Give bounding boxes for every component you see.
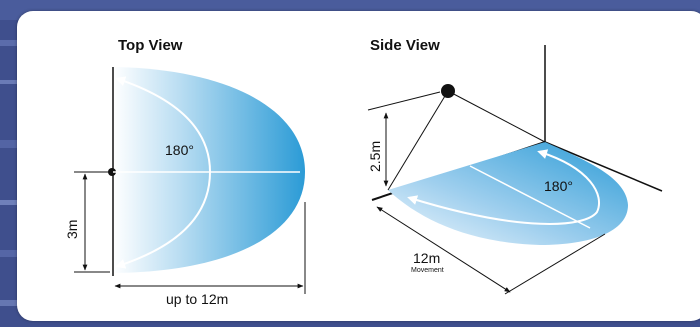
top-view-title: Top View bbox=[118, 37, 183, 54]
side-view: Side View 2.5m 180° 12m Movement bbox=[367, 37, 663, 295]
top-view-sensor bbox=[108, 168, 116, 176]
side-view-sensor bbox=[441, 84, 455, 98]
top-view-range-label: up to 12m bbox=[166, 291, 228, 307]
top-view: Top View 180° 3m up to 12m bbox=[64, 37, 306, 307]
top-view-height-label: 3m bbox=[64, 220, 80, 239]
side-view-floor-edge-right bbox=[544, 141, 663, 192]
top-view-angle-label: 180° bbox=[165, 142, 194, 158]
side-view-ray-right bbox=[447, 90, 546, 143]
side-view-range-tick bbox=[504, 233, 606, 295]
side-view-ray-left bbox=[387, 90, 449, 191]
side-view-range-sublabel: Movement bbox=[411, 267, 444, 274]
side-view-title: Side View bbox=[370, 37, 440, 54]
side-view-coverage-area bbox=[388, 142, 628, 245]
side-view-height-label: 2.5m bbox=[367, 141, 383, 172]
side-view-range-label: 12m bbox=[413, 250, 440, 266]
side-view-range-dimension bbox=[376, 206, 511, 293]
side-view-angle-label: 180° bbox=[544, 178, 573, 194]
side-view-ceiling-line bbox=[367, 91, 441, 111]
top-view-angle-arc bbox=[115, 76, 212, 269]
